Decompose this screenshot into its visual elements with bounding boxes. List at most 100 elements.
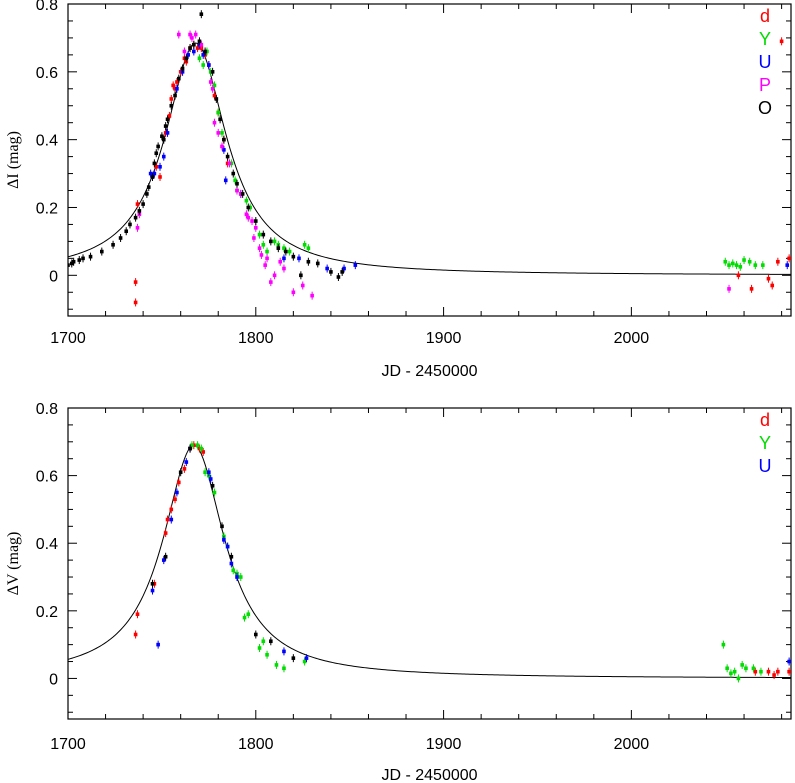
data-point-Y	[229, 161, 234, 166]
data-point-O	[145, 192, 149, 196]
data-point-P	[210, 86, 215, 91]
y-tick-label: 0.6	[36, 469, 58, 486]
data-point-P	[300, 283, 305, 288]
data-point-O	[69, 261, 74, 266]
y-tick-label: 0.4	[36, 536, 58, 553]
plot-area	[68, 10, 791, 307]
data-point-Y	[257, 646, 262, 650]
data-point-P	[193, 32, 198, 37]
data-point-d	[158, 175, 162, 179]
data-point-d	[225, 161, 230, 166]
data-point-Y	[287, 249, 292, 254]
data-point-O	[197, 39, 202, 44]
plot-frame	[67, 407, 792, 720]
data-point-O	[210, 483, 215, 488]
x-tick-label: 2000	[614, 736, 650, 753]
data-point-P	[278, 259, 283, 264]
plot-area	[68, 441, 791, 683]
data-point-d	[779, 39, 784, 44]
data-point-U	[184, 460, 189, 464]
data-point-Y	[759, 669, 763, 674]
data-point-O	[100, 249, 104, 254]
data-point-U	[152, 171, 157, 176]
legend-entry-U: U	[759, 456, 772, 476]
data-point-O	[150, 175, 155, 179]
data-point-O	[210, 70, 215, 74]
data-point-Y	[302, 659, 307, 664]
data-point-U	[161, 558, 166, 562]
data-point-O	[128, 222, 132, 227]
y-tick-label: 0.8	[36, 401, 58, 418]
data-point-O	[235, 181, 239, 186]
data-point-U	[353, 263, 358, 267]
data-point-O	[161, 137, 166, 142]
data-point-P	[282, 266, 286, 271]
data-point-P	[244, 212, 249, 217]
data-point-d	[169, 507, 174, 512]
chart-panel-2: 1700 1800 1900 2000 0 0.2 0.4 0.6 0.8 JD - 245000…	[5, 401, 792, 783]
data-point-Y	[740, 663, 744, 667]
legend-entry-d: d	[760, 410, 770, 430]
data-point-O	[336, 275, 341, 279]
y-tick-label: 0.2	[36, 604, 58, 621]
data-point-O	[199, 12, 204, 16]
data-point-U	[222, 538, 226, 542]
data-point-O	[340, 270, 344, 274]
data-point-U	[235, 575, 239, 579]
data-point-U	[186, 53, 190, 57]
data-point-O	[218, 117, 222, 122]
data-point-d	[171, 83, 175, 88]
data-point-O	[192, 42, 196, 47]
legend: dYU	[759, 410, 772, 476]
data-point-P	[188, 32, 192, 37]
data-point-O	[291, 656, 296, 660]
data-point-Y	[242, 615, 247, 620]
data-point-U	[192, 49, 196, 54]
data-point-d	[736, 273, 741, 278]
data-point-P	[212, 120, 217, 125]
data-point-U	[225, 544, 230, 549]
data-point-P	[208, 80, 213, 84]
data-point-O	[124, 229, 129, 234]
data-point-O	[306, 259, 311, 264]
data-point-O	[137, 209, 142, 213]
data-point-Y	[212, 83, 217, 88]
data-point-P	[246, 215, 251, 220]
data-point-O	[156, 144, 160, 149]
data-point-Y	[199, 446, 204, 451]
data-point-O	[269, 239, 273, 244]
data-point-U	[175, 490, 179, 495]
data-point-Y	[208, 70, 213, 74]
legend-entry-Y: Y	[759, 433, 771, 453]
data-point-d	[195, 46, 200, 50]
data-point-Y	[261, 242, 266, 247]
data-point-U	[297, 256, 301, 261]
data-point-O	[225, 154, 230, 159]
data-point-P	[310, 293, 314, 298]
data-point-O	[291, 254, 296, 259]
series-Y	[190, 441, 763, 683]
data-point-U	[325, 266, 329, 271]
data-point-O	[141, 202, 145, 206]
data-point-U	[223, 178, 228, 183]
data-point-U	[207, 63, 211, 67]
data-point-Y	[197, 56, 202, 61]
data-point-O	[154, 151, 159, 156]
data-point-U	[156, 642, 160, 647]
data-point-P	[216, 131, 221, 135]
data-point-Y	[231, 568, 236, 573]
data-point-U	[207, 470, 211, 475]
data-point-d	[154, 164, 159, 169]
data-point-O	[68, 263, 70, 267]
data-point-U	[229, 561, 234, 566]
data-point-O	[163, 124, 168, 128]
data-point-Y	[205, 49, 209, 54]
data-point-O	[150, 581, 155, 586]
data-point-O	[329, 270, 333, 274]
data-point-O	[188, 46, 192, 50]
data-point-O	[169, 103, 174, 108]
data-point-Y	[282, 666, 286, 671]
y-axis-label: ΔI (mag)	[5, 131, 22, 189]
data-point-U	[282, 649, 286, 654]
